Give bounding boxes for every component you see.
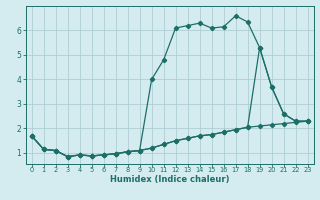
X-axis label: Humidex (Indice chaleur): Humidex (Indice chaleur) [110,175,229,184]
